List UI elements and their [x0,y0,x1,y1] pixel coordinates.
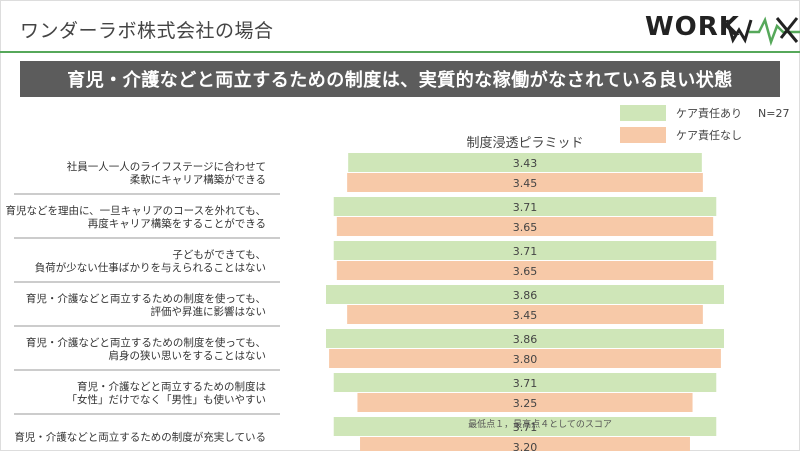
header-divider [0,51,800,53]
bar-care-1 [348,153,702,172]
legend-swatch-care [620,105,666,121]
chart-footnote: 最低点１，最高点４としてのスコア [468,420,612,430]
legend: ケア責任あり N=27 ケア責任なし [620,104,789,148]
legend-label-no-care: ケア責任なし [676,129,742,142]
sample-size-label: N=27 [758,106,790,120]
bar-care-5 [326,329,724,348]
bar-care-2 [333,197,717,216]
category-label-2-line-2: 再度キャリア構築をすることができる [88,217,266,230]
value-label-no-care-2: 3.65 [513,221,538,234]
category-label-4-line-2: 評価や昇進に影響はない [151,305,267,318]
category-label-1-line-1: 社員一人一人のライフステージに合わせて [67,160,266,173]
value-label-no-care-7: 3.20 [513,441,538,451]
category-label-5-line-2: 肩身の狭い思いをすることはない [109,349,267,362]
category-label-3-line-1: 子どもができても、 [172,248,266,261]
category-label-5-line-1: 育児・介護などと両立するための制度を使っても、 [26,336,266,349]
legend-item-care: ケア責任あり N=27 [620,104,789,122]
legend-label-care: ケア責任あり [676,107,742,120]
value-label-no-care-4: 3.45 [513,309,538,322]
category-label-6-line-2: 「女性」だけでなく「男性」も使いやすい [67,393,267,406]
bar-care-6 [333,373,717,392]
category-label-1-line-2: 柔軟にキャリア構築ができる [130,173,266,186]
value-label-no-care-3: 3.65 [513,265,538,278]
value-label-no-care-1: 3.45 [513,177,538,190]
category-label-2-line-1: 育児などを理由に、一旦キャリアのコースを外れても、 [5,204,266,217]
value-label-care-1: 3.43 [513,157,538,170]
value-label-no-care-6: 3.25 [513,397,538,410]
bar-no-care-4 [347,305,703,324]
value-label-care-5: 3.86 [513,333,538,346]
value-label-care-6: 3.71 [513,377,538,390]
value-label-care-3: 3.71 [513,245,538,258]
category-label-3-line-2: 負荷が少ない仕事ばかりを与えられることはない [35,261,266,274]
value-label-no-care-5: 3.80 [513,353,538,366]
bar-no-care-6 [357,393,693,412]
logo-text: WORK [645,12,740,42]
bar-no-care-5 [329,349,721,368]
category-label-6-line-1: 育児・介護などと両立するための制度は [77,380,266,393]
bar-care-3 [333,241,717,260]
legend-item-no-care: ケア責任なし [620,126,789,144]
page-title: ワンダーラボ株式会社の場合 [20,20,274,42]
category-label-7-line-1: 育児・介護などと両立するための制度が充実している [14,431,266,444]
value-label-care-7: 3.71 [513,421,538,434]
workex-logo: WORK [645,12,800,46]
value-label-care-2: 3.71 [513,201,538,214]
bar-no-care-3 [336,261,714,280]
headline-banner: 育児・介護などと両立するための制度は、実質的な稼働がなされている良い状態 [20,61,780,97]
bar-care-4 [326,285,724,304]
logo-mark-icon [725,16,800,46]
value-label-care-4: 3.86 [513,289,538,302]
chart-title: 制度浸透ピラミッド [466,136,584,151]
bar-care-7 [333,417,717,436]
legend-swatch-no-care [620,127,666,143]
bar-no-care-1 [347,173,703,192]
category-label-4-line-1: 育児・介護などと両立するための制度を使っても、 [26,292,266,305]
bar-no-care-2 [336,217,714,236]
bar-no-care-7 [360,437,690,451]
